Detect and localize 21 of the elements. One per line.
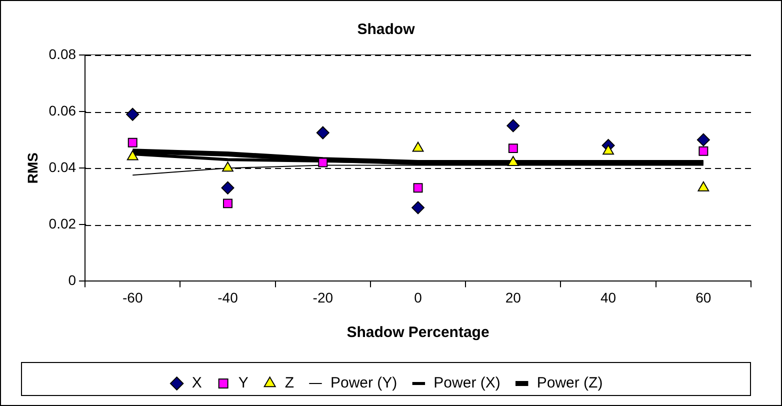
legend-label: Power (X): [434, 374, 500, 392]
y-axis-title: RMS: [24, 152, 40, 184]
legend-label: Power (Y): [330, 374, 398, 392]
x-tick-label: 20: [505, 289, 522, 306]
y-tick-label: 0.06: [48, 102, 76, 118]
x-tick-label: 40: [600, 289, 616, 306]
x-tick-label: 60: [696, 289, 712, 306]
x-tick-label: -20: [312, 289, 334, 306]
y-tick-label: 0: [68, 272, 76, 288]
x-tick-label: -40: [218, 289, 238, 306]
legend-label: X: [192, 374, 202, 392]
legend-label: Y: [238, 374, 248, 392]
chart-title: Shadow: [357, 21, 416, 38]
x-axis-title: Shadow Percentage: [346, 324, 490, 342]
legend-label: Z: [284, 374, 294, 392]
legend-label: Power (Z): [536, 374, 603, 392]
x-tick-label: 0: [414, 289, 422, 306]
y-tick-label: 0.08: [48, 46, 76, 62]
y-tick-label: 0.04: [48, 158, 76, 175]
y-tick-label: 0.02: [48, 216, 76, 232]
x-tick-label: -60: [122, 289, 143, 306]
